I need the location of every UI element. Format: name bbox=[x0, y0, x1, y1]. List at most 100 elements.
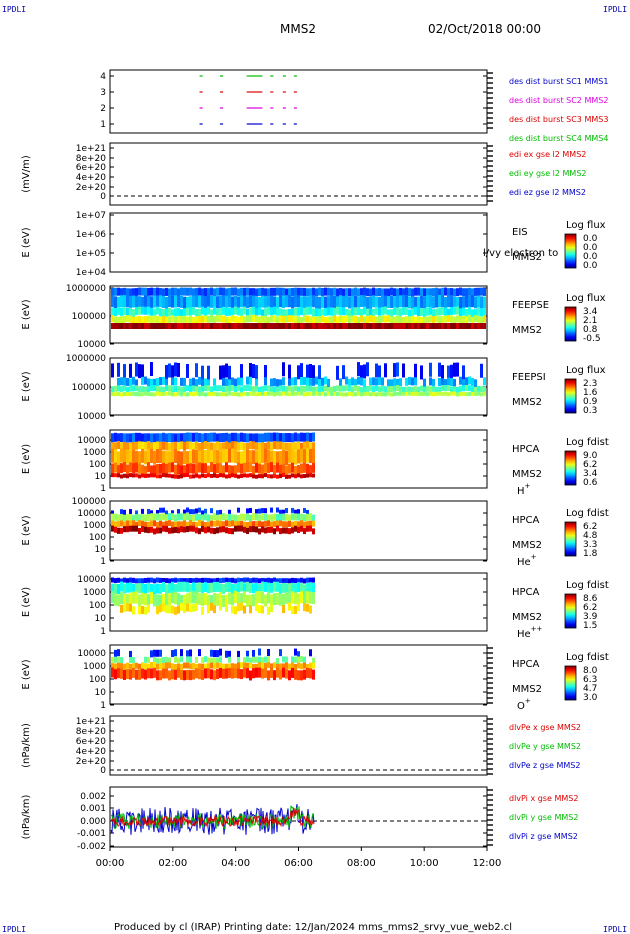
p8-cell bbox=[264, 594, 267, 607]
p6-cell bbox=[111, 442, 114, 451]
p8-cell bbox=[234, 606, 237, 615]
p1-ytick-label: 1 bbox=[100, 120, 106, 130]
p5-cell bbox=[429, 386, 432, 393]
p7-cell bbox=[201, 521, 204, 528]
p7-cell bbox=[237, 514, 240, 522]
p9-cell bbox=[225, 668, 228, 679]
p6-cell bbox=[168, 433, 171, 443]
p8-cell bbox=[270, 582, 273, 593]
p4-cell bbox=[207, 306, 210, 315]
p4-cell bbox=[360, 323, 363, 329]
p8-cell bbox=[216, 577, 219, 583]
p3-instrument-label: EIS bbox=[512, 227, 528, 238]
p4-cell bbox=[360, 315, 363, 323]
p6-cell bbox=[282, 473, 285, 478]
p7-cell bbox=[138, 527, 141, 534]
p8-cell bbox=[303, 584, 306, 595]
p8-cell bbox=[267, 591, 270, 604]
p6-cell bbox=[261, 442, 264, 451]
p9-cell bbox=[189, 670, 192, 681]
p8-cell bbox=[258, 584, 261, 595]
p4-cell bbox=[462, 288, 465, 297]
p9-cell bbox=[237, 662, 240, 669]
p4-cell bbox=[339, 323, 342, 329]
p8-cell bbox=[138, 606, 141, 615]
p9-cell bbox=[303, 669, 306, 680]
p5-cell bbox=[225, 392, 228, 397]
p4-cell bbox=[126, 323, 129, 329]
p5-cell bbox=[282, 385, 285, 392]
p5-cell bbox=[171, 365, 174, 380]
p7-cell bbox=[309, 513, 312, 521]
p4-cell bbox=[246, 309, 249, 318]
p7-cell bbox=[240, 525, 243, 532]
p8-cell bbox=[195, 592, 198, 605]
p5-cell bbox=[306, 364, 309, 379]
p6-cell bbox=[261, 449, 264, 464]
p8-cell bbox=[294, 578, 297, 584]
p7-cell bbox=[141, 526, 144, 533]
p4-cell bbox=[426, 316, 429, 324]
p8-cell bbox=[177, 593, 180, 606]
p5-cell bbox=[447, 385, 450, 392]
p4-cell bbox=[177, 295, 180, 308]
p8-instrument-label: HPCA bbox=[512, 587, 540, 598]
p8-cell bbox=[192, 591, 195, 604]
p5-cell bbox=[240, 377, 243, 386]
p7-cell bbox=[129, 520, 132, 527]
p4-cell bbox=[453, 296, 456, 309]
p8-cell bbox=[120, 581, 123, 592]
p6-cell bbox=[177, 451, 180, 466]
p4-cell bbox=[303, 323, 306, 329]
p6-spacecraft-label: MMS2 bbox=[512, 469, 542, 480]
p4-cell bbox=[141, 323, 144, 329]
p5-cell bbox=[264, 365, 267, 380]
p7-cell bbox=[162, 521, 165, 528]
p8-cell bbox=[138, 578, 141, 584]
p4-cell bbox=[360, 288, 363, 297]
p7-cell bbox=[171, 521, 174, 528]
p4-cell bbox=[186, 316, 189, 324]
p6-cell bbox=[264, 462, 267, 473]
p9-cell bbox=[111, 663, 114, 670]
p7-cell bbox=[123, 521, 126, 528]
p6-cell bbox=[288, 442, 291, 451]
p5-cell bbox=[180, 377, 183, 386]
p9-cell bbox=[300, 663, 303, 670]
p4-cell bbox=[318, 296, 321, 309]
p5-cell bbox=[333, 385, 336, 392]
p6-cell bbox=[162, 473, 165, 478]
p11-legend-entry: dlvPi z gse MMS2 bbox=[509, 832, 578, 841]
p8-cell bbox=[162, 577, 165, 583]
p8-cell bbox=[195, 583, 198, 594]
p5-cell bbox=[459, 385, 462, 392]
p5-cell bbox=[195, 363, 198, 378]
p4-cell bbox=[285, 295, 288, 308]
p6-cell bbox=[243, 442, 246, 451]
p4-cell bbox=[258, 323, 261, 329]
p5-cell bbox=[147, 378, 150, 387]
p6-cell bbox=[231, 473, 234, 478]
p4-cell bbox=[381, 323, 384, 329]
p5-cell bbox=[228, 365, 231, 380]
p7-cell bbox=[249, 507, 252, 513]
p5-cell bbox=[228, 385, 231, 392]
p7-cell bbox=[123, 509, 126, 515]
p9-cell bbox=[168, 657, 171, 664]
p7-cell bbox=[228, 520, 231, 527]
p5-cell bbox=[186, 385, 189, 392]
p8-cell bbox=[282, 605, 285, 614]
p7-cell bbox=[141, 513, 144, 521]
p5-cell bbox=[375, 385, 378, 392]
p9-cell bbox=[156, 670, 159, 681]
p5-cell bbox=[237, 392, 240, 397]
p5-cell bbox=[330, 392, 333, 397]
p9-cell bbox=[156, 649, 159, 657]
p8-cell bbox=[255, 603, 258, 612]
p4-cell bbox=[261, 315, 264, 323]
p4-cell bbox=[180, 315, 183, 323]
p6-cell bbox=[267, 449, 270, 464]
p5-cell bbox=[288, 378, 291, 387]
